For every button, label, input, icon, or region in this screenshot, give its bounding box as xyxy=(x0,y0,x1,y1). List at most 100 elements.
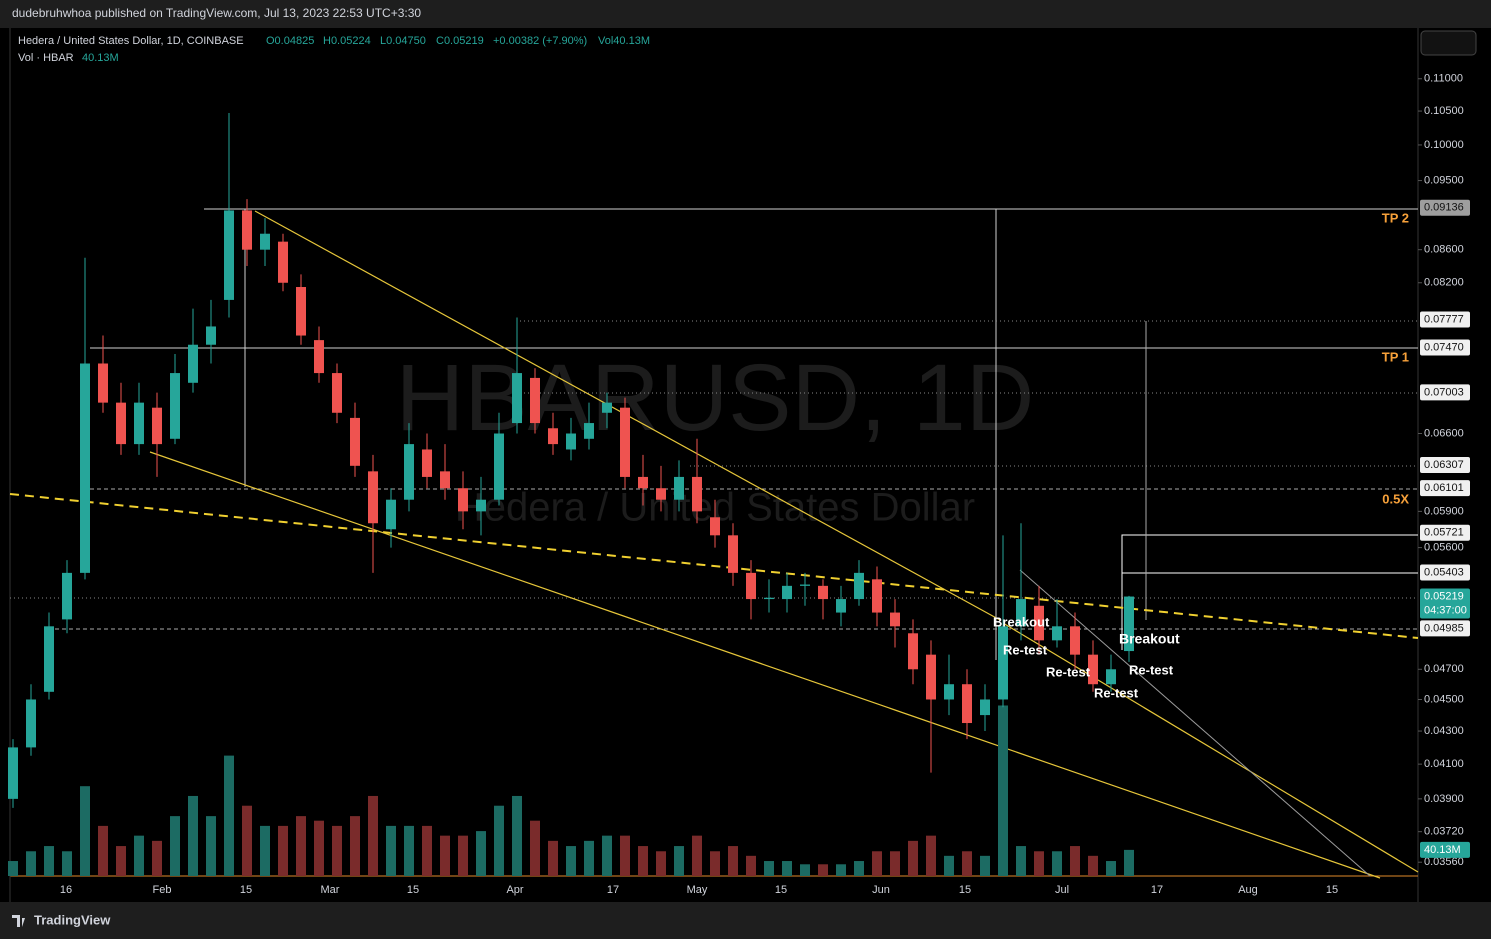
price-label: 0.06101 xyxy=(1424,482,1464,494)
y-tick-label: 0.04300 xyxy=(1424,725,1464,737)
y-tick-label: 0.04500 xyxy=(1424,693,1464,705)
volume-bar xyxy=(1124,849,1134,876)
x-tick-label: Jul xyxy=(1055,884,1069,896)
volume-bar xyxy=(656,851,666,876)
y-tick-label: 0.04100 xyxy=(1424,758,1464,770)
y-tick-label: 0.03900 xyxy=(1424,793,1464,805)
price-label-box xyxy=(1420,620,1470,637)
countdown: 04:37:00 xyxy=(1424,604,1467,616)
volume-bar xyxy=(836,864,846,876)
price-label: 0.04985 xyxy=(1424,622,1464,634)
candle-body xyxy=(980,699,990,716)
volume-bar xyxy=(314,820,324,876)
volume-bar xyxy=(386,825,396,876)
candles xyxy=(8,113,1134,876)
volume-bar xyxy=(980,855,990,876)
volume-bar xyxy=(206,816,216,876)
legend-close: C0.05219 xyxy=(436,35,484,47)
candle-body xyxy=(962,684,972,724)
price-label-box xyxy=(1420,311,1470,328)
candle-body xyxy=(296,287,306,336)
candle-body xyxy=(206,326,216,345)
volume-bar xyxy=(944,855,954,876)
breakout-label: Breakout xyxy=(993,614,1050,629)
candle-body xyxy=(566,433,576,450)
y-tick-label: 0.11000 xyxy=(1424,73,1463,85)
volume-bar xyxy=(998,705,1008,876)
price-label: 0.07777 xyxy=(1424,313,1464,325)
volume-bar xyxy=(566,846,576,876)
y-tick-label: 0.06600 xyxy=(1424,427,1464,439)
y-tick-label: 0.10500 xyxy=(1424,105,1464,117)
volume-bar xyxy=(332,825,342,876)
x-tick-label: Feb xyxy=(153,884,172,896)
candle-body xyxy=(872,579,882,613)
breakout-label: Breakout xyxy=(1119,631,1180,647)
candle-body xyxy=(80,363,90,573)
volume-bar xyxy=(512,795,522,876)
box-level xyxy=(1121,534,1418,650)
toolbar-button[interactable] xyxy=(1420,30,1477,56)
candle-body xyxy=(890,612,900,627)
publish-info: dudebruhwhoa published on TradingView.co… xyxy=(12,6,421,20)
wedge-trendline xyxy=(1002,622,1419,873)
price-label-box xyxy=(1420,199,1470,216)
candle-body xyxy=(350,417,360,466)
grey-trendline xyxy=(1019,569,1371,877)
volume-bar xyxy=(1106,861,1116,876)
y-tick-label: 0.05600 xyxy=(1424,542,1464,554)
candle-body xyxy=(944,684,954,700)
retest-label: Re-test xyxy=(1129,662,1174,677)
y-tick-label: 0.10000 xyxy=(1424,139,1464,151)
candle-body xyxy=(260,233,270,250)
volume-bar xyxy=(764,861,774,876)
x-tick-label: May xyxy=(687,884,708,896)
x-tick-label: Aug xyxy=(1238,884,1258,896)
volume-bar xyxy=(116,846,126,876)
candle-body xyxy=(8,747,18,799)
candle-body xyxy=(782,585,792,600)
volume-bar xyxy=(98,825,108,876)
candle-body xyxy=(1106,669,1116,685)
candle-body xyxy=(476,499,486,512)
candle-body xyxy=(386,499,396,530)
volume-bar xyxy=(674,846,684,876)
legend-change: +0.00382 (+7.90%) xyxy=(493,35,587,47)
volume-bar xyxy=(44,846,54,876)
candle-body xyxy=(332,373,342,413)
candle-body xyxy=(656,488,666,500)
volume-bar xyxy=(458,835,468,876)
volume-bar xyxy=(350,816,360,876)
volume-bar xyxy=(548,840,558,876)
volume-bar xyxy=(728,846,738,876)
candle-body xyxy=(1088,654,1098,685)
volume-bar xyxy=(962,851,972,876)
price-label-box xyxy=(1420,457,1470,474)
legend-volume: Vol40.13M xyxy=(598,35,650,47)
candle-body xyxy=(620,407,630,477)
price-label: 0.07470 xyxy=(1424,341,1464,353)
candle-body xyxy=(692,476,702,512)
volume-bar xyxy=(152,840,162,876)
volume-bar xyxy=(188,795,198,876)
candle-body xyxy=(674,476,684,500)
volume-bar xyxy=(638,846,648,876)
candle-body xyxy=(728,535,738,573)
candle-body xyxy=(116,402,126,445)
dashed-trendline xyxy=(9,493,1419,639)
candle-body xyxy=(512,373,522,424)
candle-body xyxy=(854,572,864,600)
volume-bar xyxy=(1052,851,1062,876)
brand: TradingView xyxy=(34,912,111,927)
candle-body xyxy=(998,626,1008,700)
volume-title: Vol · HBAR xyxy=(18,52,74,64)
volume-label: 40.13M xyxy=(1424,844,1461,856)
x-tick-label: Mar xyxy=(321,884,340,896)
candle-body xyxy=(602,402,612,413)
volume-bar xyxy=(926,835,936,876)
legend-high: H0.05224 xyxy=(323,35,371,47)
tp2-label: TP 2 xyxy=(1382,210,1409,225)
x-tick-label: 15 xyxy=(1326,884,1338,896)
volume-bar xyxy=(422,825,432,876)
candle-body xyxy=(278,241,288,283)
